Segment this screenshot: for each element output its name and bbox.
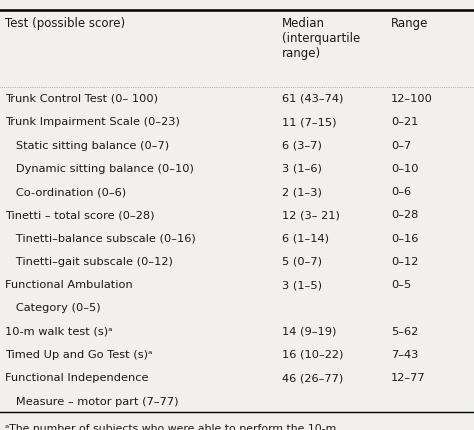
Text: 3 (1–5): 3 (1–5)	[282, 280, 322, 289]
Text: 6 (3–7): 6 (3–7)	[282, 140, 322, 150]
Text: 0–7: 0–7	[391, 140, 411, 150]
Text: 12 (3– 21): 12 (3– 21)	[282, 210, 340, 220]
Text: Co-ordination (0–6): Co-ordination (0–6)	[5, 187, 126, 197]
Text: 2 (1–3): 2 (1–3)	[282, 187, 322, 197]
Text: Functional Ambulation: Functional Ambulation	[5, 280, 133, 289]
Text: 0–12: 0–12	[391, 256, 419, 266]
Text: 3 (1–6): 3 (1–6)	[282, 163, 322, 173]
Text: Tinetti–balance subscale (0–16): Tinetti–balance subscale (0–16)	[5, 233, 195, 243]
Text: Dynamic sitting balance (0–10): Dynamic sitting balance (0–10)	[5, 163, 193, 173]
Text: 46 (26–77): 46 (26–77)	[282, 372, 343, 382]
Text: 0–5: 0–5	[391, 280, 411, 289]
Text: Test (possible score): Test (possible score)	[5, 17, 125, 30]
Text: ᵃThe number of subjects who were able to perform the 10-m: ᵃThe number of subjects who were able to…	[5, 423, 336, 430]
Text: 7–43: 7–43	[391, 349, 419, 359]
Text: Measure – motor part (7–77): Measure – motor part (7–77)	[5, 396, 178, 405]
Text: Median
(interquartile
range): Median (interquartile range)	[282, 17, 360, 60]
Text: 12–77: 12–77	[391, 372, 426, 382]
Text: 5 (0–7): 5 (0–7)	[282, 256, 322, 266]
Text: 0–28: 0–28	[391, 210, 419, 220]
Text: 10-m walk test (s)ᵃ: 10-m walk test (s)ᵃ	[5, 326, 112, 336]
Text: 6 (1–14): 6 (1–14)	[282, 233, 329, 243]
Text: Trunk Control Test (0– 100): Trunk Control Test (0– 100)	[5, 94, 158, 104]
Text: Trunk Impairment Scale (0–23): Trunk Impairment Scale (0–23)	[5, 117, 180, 127]
Text: 0–16: 0–16	[391, 233, 419, 243]
Text: 16 (10–22): 16 (10–22)	[282, 349, 343, 359]
Text: 0–6: 0–6	[391, 187, 411, 197]
Text: 14 (9–19): 14 (9–19)	[282, 326, 337, 336]
Text: Tinetti–gait subscale (0–12): Tinetti–gait subscale (0–12)	[5, 256, 173, 266]
Text: 61 (43–74): 61 (43–74)	[282, 94, 343, 104]
Text: Category (0–5): Category (0–5)	[5, 303, 100, 313]
Text: 5–62: 5–62	[391, 326, 418, 336]
Text: 0–21: 0–21	[391, 117, 419, 127]
Text: 0–10: 0–10	[391, 163, 419, 173]
Text: Functional Independence: Functional Independence	[5, 372, 148, 382]
Text: Tinetti – total score (0–28): Tinetti – total score (0–28)	[5, 210, 154, 220]
Text: 12–100: 12–100	[391, 94, 433, 104]
Text: Range: Range	[391, 17, 428, 30]
Text: Static sitting balance (0–7): Static sitting balance (0–7)	[5, 140, 169, 150]
Text: 11 (7–15): 11 (7–15)	[282, 117, 337, 127]
Text: Timed Up and Go Test (s)ᵃ: Timed Up and Go Test (s)ᵃ	[5, 349, 152, 359]
